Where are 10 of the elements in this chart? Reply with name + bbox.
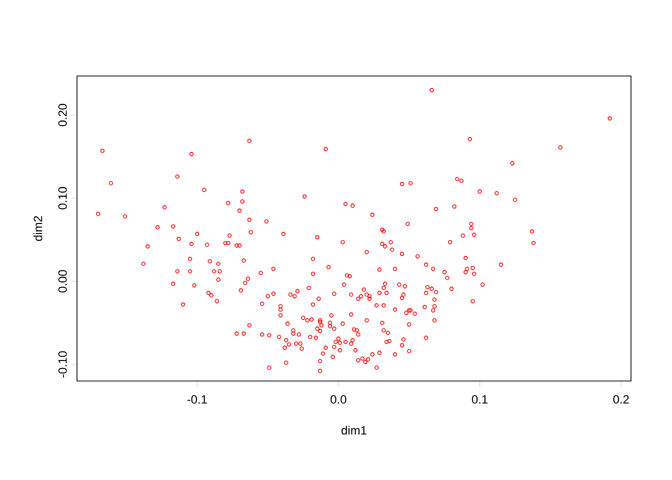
y-axis-title: dim2	[33, 216, 42, 241]
y-tick-label: 0.00	[58, 270, 67, 292]
y-tick-label: 0.20	[58, 104, 67, 126]
x-tick-label: 0.2	[613, 395, 629, 404]
y-tick-label: 0.10	[58, 186, 67, 210]
x-tick-label: 0.1	[472, 395, 488, 404]
x-tick-label: 0.0	[330, 395, 346, 404]
y-tick-label: -0.10	[58, 351, 67, 378]
x-tick-label: -0.1	[187, 395, 207, 404]
x-axis-title: dim1	[342, 426, 366, 435]
